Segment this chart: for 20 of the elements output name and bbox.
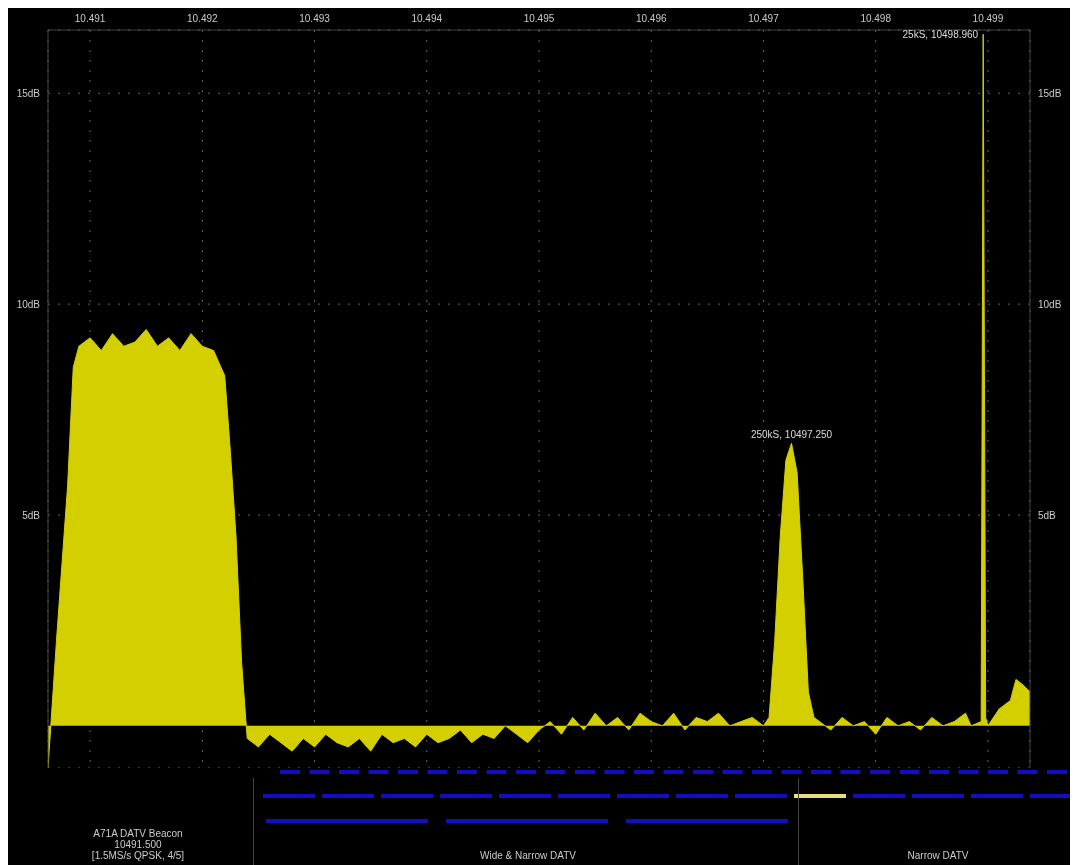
y2-tick-label: 5dB [1038, 509, 1057, 521]
annotation: 250kS, 10497.250 [750, 429, 833, 441]
annotation: 25kS, 10498.960 [902, 28, 979, 40]
x-tick-label: 10.492 [187, 13, 219, 24]
y-tick-label: 15dB [16, 87, 41, 99]
x-tick-label: 10.491 [74, 13, 106, 24]
x-tick-label: 10.494 [411, 13, 443, 24]
text: A71A DATV Beacon 10491.500 [1.5MS/s QPSK, 4/5] [91, 828, 185, 861]
text: Wide & Narrow DATV [480, 850, 577, 861]
text: Narrow DATV [907, 850, 969, 861]
y2-tick-label: 10dB [1038, 298, 1062, 310]
y-tick-label: 5dB [22, 509, 41, 521]
x-tick-label: 10.493 [299, 13, 331, 24]
x-tick-label: 10.495 [523, 13, 555, 24]
x-tick-label: 10.499 [972, 13, 1004, 24]
x-tick-label: 10.497 [748, 13, 780, 24]
y2-tick-label: 15dB [1038, 87, 1062, 99]
x-tick-label: 10.496 [635, 13, 667, 24]
y-tick-label: 10dB [16, 298, 41, 310]
x-tick-label: 10.498 [860, 13, 892, 24]
